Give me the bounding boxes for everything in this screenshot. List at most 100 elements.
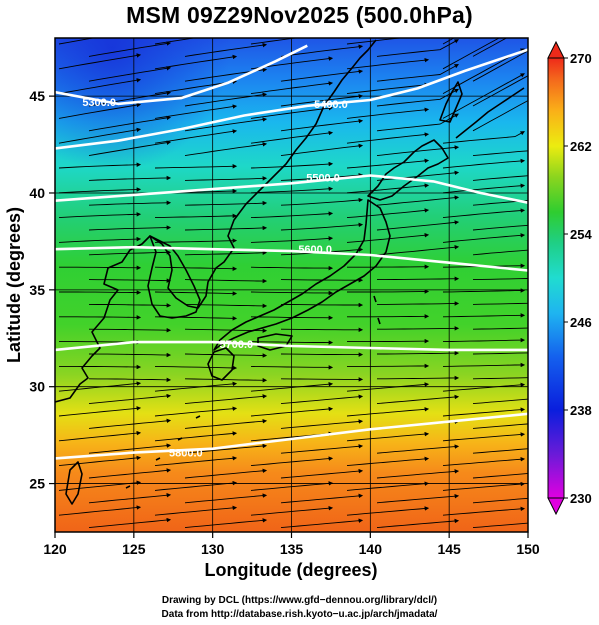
streamline <box>472 175 528 181</box>
streamline <box>376 394 460 405</box>
coastlines <box>55 39 525 505</box>
streamline <box>184 353 268 358</box>
streamline <box>280 377 364 382</box>
height-contour <box>55 44 308 106</box>
x-tick-label: 150 <box>516 541 540 557</box>
streamline <box>280 327 364 333</box>
streamline <box>154 291 238 296</box>
streamline <box>250 290 334 296</box>
x-axis-label: Longitude (degrees) <box>204 560 377 580</box>
streamline <box>442 337 526 343</box>
streamline <box>184 443 268 454</box>
streamline <box>58 212 142 219</box>
streamline <box>442 457 526 467</box>
streamline <box>346 431 430 442</box>
streamline <box>376 64 459 82</box>
streamline <box>472 224 528 231</box>
streamline <box>184 493 268 504</box>
streamline <box>250 130 334 144</box>
streamline <box>184 117 268 132</box>
streamline <box>472 473 528 479</box>
streamline <box>280 419 364 429</box>
streamline <box>472 150 528 157</box>
colorbar-gradient <box>547 57 565 499</box>
streamline <box>377 350 460 356</box>
streamline <box>59 290 142 295</box>
streamline <box>58 53 142 70</box>
streamline <box>58 455 142 467</box>
streamline <box>376 469 460 479</box>
streamline <box>88 352 172 358</box>
streamline <box>58 236 142 243</box>
streamline <box>58 38 96 45</box>
streamline <box>58 187 142 194</box>
streamline <box>184 303 268 309</box>
streamline <box>346 208 430 219</box>
x-tick-label: 145 <box>437 541 461 557</box>
streamline <box>88 66 172 82</box>
streamline <box>154 381 238 392</box>
streamline <box>472 200 528 206</box>
streamline <box>472 398 528 405</box>
streamline <box>88 90 172 107</box>
streamline <box>250 505 334 516</box>
streamline <box>442 288 526 293</box>
streamline <box>58 430 142 442</box>
streamline <box>346 38 405 45</box>
streamline <box>88 140 172 157</box>
streamline <box>88 278 172 283</box>
streamline <box>472 327 528 330</box>
streamline <box>154 238 238 243</box>
streamline <box>280 173 364 181</box>
streamline <box>280 44 364 57</box>
streamline <box>472 497 528 504</box>
streamline <box>472 448 528 454</box>
streamline <box>88 115 172 132</box>
streamline <box>154 505 238 516</box>
streamline <box>346 132 430 144</box>
streamline <box>88 200 172 206</box>
streamline <box>184 92 268 107</box>
streamline <box>184 176 268 181</box>
streamline <box>184 394 268 405</box>
streamline <box>472 249 528 256</box>
streamline <box>184 250 268 256</box>
y-axis-label: Latitude (degrees) <box>4 207 24 363</box>
streamline <box>442 362 526 368</box>
streamline <box>58 78 142 95</box>
height-contour <box>55 174 528 204</box>
colorbar: 270 262 254 246 238 230 <box>547 40 592 516</box>
streamline <box>442 432 526 442</box>
x-tick-label: 130 <box>201 541 225 557</box>
streamline <box>280 222 364 231</box>
streamline <box>376 444 460 454</box>
height-contour <box>55 340 528 352</box>
streamline <box>280 197 364 206</box>
streamline <box>250 161 334 169</box>
streamline <box>184 518 268 529</box>
streamline <box>154 213 238 219</box>
contour-label: 5300.0 <box>82 97 116 109</box>
streamline <box>346 82 430 95</box>
streamline <box>59 315 142 320</box>
streamline <box>346 382 430 392</box>
streamline <box>250 315 334 321</box>
streamline <box>88 250 172 256</box>
streamline <box>376 39 459 57</box>
y-tick-label: 25 <box>29 476 45 492</box>
streamline <box>154 480 238 491</box>
streamline <box>376 145 460 157</box>
streamline <box>347 289 430 294</box>
streamline <box>154 431 238 442</box>
streamline <box>88 225 172 231</box>
streamline <box>442 313 526 318</box>
height-contour <box>55 48 528 150</box>
streamline <box>442 38 500 70</box>
streamline <box>442 131 525 144</box>
streamline <box>376 195 460 206</box>
streamline <box>250 456 334 467</box>
streamline <box>472 75 528 107</box>
streamline <box>59 364 142 370</box>
y-tick-label: 40 <box>29 185 45 201</box>
